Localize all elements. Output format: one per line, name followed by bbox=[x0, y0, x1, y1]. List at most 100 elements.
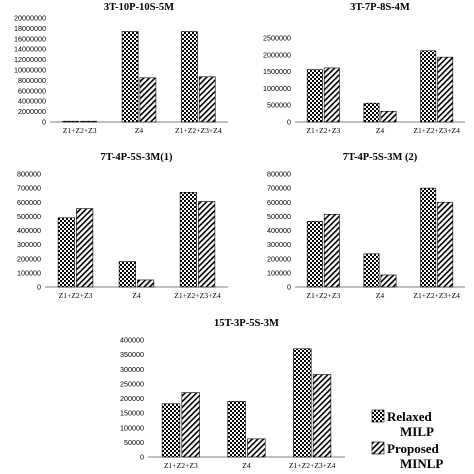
bar-proposed-3 bbox=[198, 201, 216, 288]
y-tick-label: 800000 bbox=[267, 170, 291, 179]
x-category-label: Z1+Z2+Z3+Z4 bbox=[413, 291, 460, 300]
bar-proposed-1 bbox=[323, 67, 340, 123]
legend-item-proposed: Proposed MINLP bbox=[371, 441, 443, 471]
bar-proposed-1 bbox=[76, 208, 94, 288]
y-tick-label: 50000 bbox=[124, 438, 144, 447]
bar-proposed-1 bbox=[181, 392, 200, 458]
x-category-label: Z1+Z2+Z3 bbox=[306, 126, 340, 135]
y-tick-label: 16000000 bbox=[14, 34, 46, 43]
bar-proposed-1 bbox=[80, 120, 97, 123]
bar-relaxed-2 bbox=[118, 261, 136, 288]
chart-title: 7T-4P-5S-3M (2) bbox=[343, 152, 418, 163]
legend-label-proposed-line1: Proposed bbox=[387, 441, 440, 456]
bar-proposed-3 bbox=[437, 201, 454, 288]
x-category-label: Z4 bbox=[132, 291, 141, 300]
y-tick-label: 200000 bbox=[267, 254, 291, 263]
y-tick-label: 100000 bbox=[17, 268, 41, 277]
y-tick-label: 6000000 bbox=[18, 86, 46, 95]
x-category-label: Z4 bbox=[242, 461, 251, 470]
y-tick-label: 1000000 bbox=[263, 84, 291, 93]
x-category-label: Z1+Z2+Z3+Z4 bbox=[174, 291, 221, 300]
bar-relaxed-3 bbox=[420, 50, 437, 123]
chart-panel-5: 15T-3P-5S-3M 0 50000 100000 150000 200000 2500… bbox=[120, 318, 345, 470]
x-category-label: Z1+Z2+Z3 bbox=[306, 291, 340, 300]
y-tick-label: 200000 bbox=[120, 394, 144, 403]
y-tick-label: 200000 bbox=[17, 254, 41, 263]
y-tick-label: 400000 bbox=[17, 226, 41, 235]
y-tick-label: 1500000 bbox=[263, 67, 291, 76]
y-tick-label: 700000 bbox=[17, 184, 41, 193]
chart-title: 3T-10P-10S-5M bbox=[104, 2, 174, 13]
y-tick-label: 800000 bbox=[17, 170, 41, 179]
x-category-label: Z4 bbox=[135, 126, 144, 135]
y-tick-label: 0 bbox=[287, 118, 291, 127]
chart-title: 3T-7P-8S-4M bbox=[350, 2, 410, 13]
y-tick-label: 350000 bbox=[120, 350, 144, 359]
y-tick-label: 12000000 bbox=[14, 55, 46, 64]
y-tick-label: 2500000 bbox=[263, 34, 291, 43]
y-tick-label: 4000000 bbox=[18, 97, 46, 106]
y-tick-label: 600000 bbox=[267, 198, 291, 207]
y-tick-label: 700000 bbox=[267, 184, 291, 193]
y-tick-label: 400000 bbox=[267, 226, 291, 235]
y-tick-label: 250000 bbox=[120, 379, 144, 388]
x-category-label: Z1+Z2+Z3 bbox=[59, 291, 93, 300]
y-tick-label: 500000 bbox=[267, 101, 291, 110]
bar-relaxed-3 bbox=[179, 192, 197, 288]
chart-panel-4: 7T-4P-5S-3M (2) 0 100000 200000 300000 400000… bbox=[267, 152, 465, 300]
y-tick-label: 100000 bbox=[120, 423, 144, 432]
y-tick-label: 14000000 bbox=[14, 45, 46, 54]
bar-proposed-2 bbox=[247, 438, 266, 458]
x-category-label: Z4 bbox=[376, 126, 385, 135]
y-tick-label: 0 bbox=[37, 283, 41, 292]
bar-proposed-2 bbox=[139, 77, 157, 123]
chart-panel-2: 3T-7P-8S-4M 0 500000 1000000 1500000 2000000 2… bbox=[263, 2, 465, 135]
y-tick-label: 18000000 bbox=[14, 24, 46, 33]
x-category-label: Z1+Z2+Z3+Z4 bbox=[289, 461, 336, 470]
x-category-label: Z4 bbox=[376, 291, 385, 300]
bar-relaxed-2 bbox=[363, 253, 380, 288]
y-tick-label: 10000000 bbox=[14, 66, 46, 75]
bar-relaxed-1 bbox=[161, 403, 181, 458]
bar-relaxed-3 bbox=[420, 187, 437, 288]
y-tick-label: 8000000 bbox=[18, 76, 46, 85]
bar-relaxed-1 bbox=[57, 217, 75, 288]
x-category-label: Z1+Z2+Z3+Z4 bbox=[175, 126, 222, 135]
legend-swatch-proposed bbox=[371, 441, 385, 455]
bar-proposed-3 bbox=[198, 76, 216, 123]
bar-relaxed-2 bbox=[363, 102, 380, 123]
legend-item-relaxed: Relaxed MILP bbox=[371, 409, 434, 439]
bar-relaxed-1 bbox=[62, 120, 80, 123]
legend-swatch-relaxed bbox=[371, 409, 385, 423]
y-tick-label: 100000 bbox=[267, 268, 291, 277]
y-tick-label: 2000000 bbox=[263, 50, 291, 59]
x-category-label: Z1+Z2+Z3 bbox=[164, 461, 198, 470]
bar-relaxed-2 bbox=[121, 31, 139, 123]
y-tick-label: 150000 bbox=[120, 409, 144, 418]
legend-label-relaxed-line2: MILP bbox=[400, 424, 434, 439]
y-tick-label: 600000 bbox=[17, 198, 41, 207]
legend: Relaxed MILP Proposed MINLP bbox=[371, 409, 443, 471]
bar-proposed-2 bbox=[380, 274, 397, 288]
legend-label-proposed-line2: MINLP bbox=[400, 456, 443, 471]
y-tick-label: 300000 bbox=[17, 240, 41, 249]
y-tick-label: 300000 bbox=[267, 240, 291, 249]
bar-proposed-2 bbox=[380, 110, 397, 123]
chart-title: 15T-3P-5S-3M bbox=[214, 318, 279, 329]
y-tick-label: 500000 bbox=[267, 212, 291, 221]
charts-layer: 3T-10P-10S-5M020000004000000600000080000… bbox=[14, 2, 465, 470]
bar-proposed-1 bbox=[323, 213, 340, 288]
y-tick-label: 300000 bbox=[120, 365, 144, 374]
chart-panel-3: 7T-4P-5S-3M(1) 0 100000 200000 300000 400000 5… bbox=[17, 152, 228, 300]
bar-proposed-2 bbox=[137, 279, 155, 288]
bar-relaxed-1 bbox=[306, 221, 323, 288]
y-tick-label: 400000 bbox=[120, 336, 144, 345]
y-tick-label: 2000000 bbox=[18, 107, 46, 116]
y-tick-label: 500000 bbox=[17, 212, 41, 221]
legend-label-relaxed-line1: Relaxed bbox=[387, 409, 433, 424]
bar-relaxed-3 bbox=[181, 31, 198, 123]
y-tick-label: 20000000 bbox=[14, 14, 46, 23]
bar-proposed-3 bbox=[312, 374, 332, 458]
